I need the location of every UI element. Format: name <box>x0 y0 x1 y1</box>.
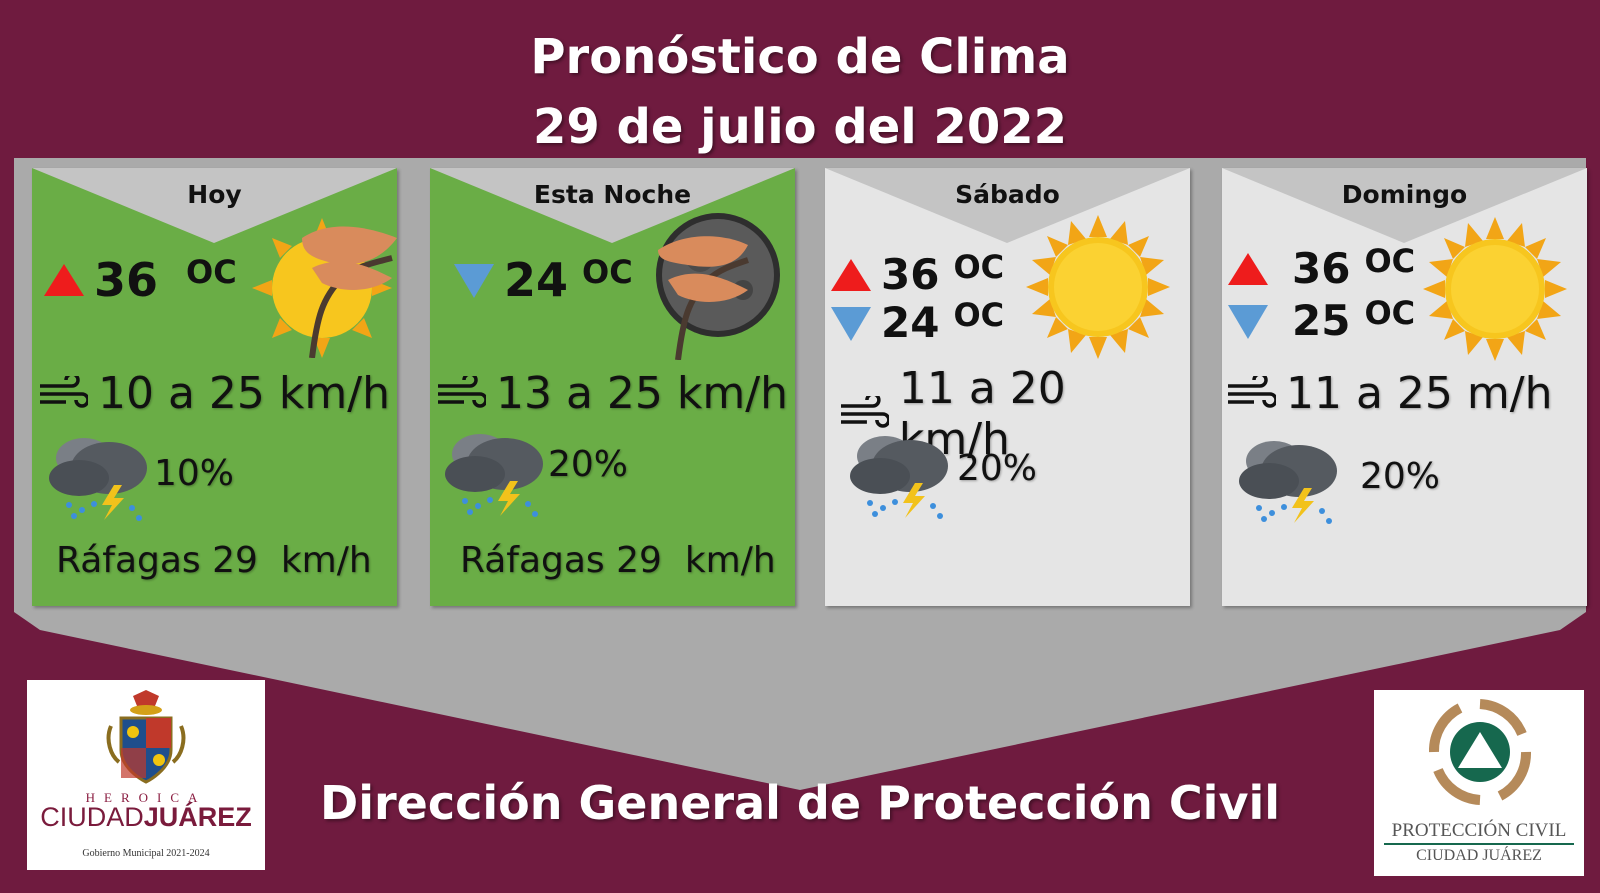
temp-value: 24 <box>881 298 940 347</box>
proteccion-civil-logo: PROTECCIÓN CIVIL CIUDAD JUÁREZ <box>1374 690 1584 876</box>
rain-probability: 20% <box>957 448 1038 489</box>
page-date: 29 de julio del 2022 <box>532 99 1068 155</box>
sun-icon <box>1423 217 1567 361</box>
logo-divider <box>1384 843 1574 845</box>
logo-heroica-text: HEROICA <box>85 790 207 805</box>
wind-icon <box>438 375 486 408</box>
card-day-label: Sábado <box>955 180 1060 209</box>
temp-low: 25 OC <box>1226 293 1416 345</box>
rain-probability: 10% <box>154 453 235 494</box>
storm-cloud-icon <box>445 434 543 517</box>
wind-gusts: Ráfagas 29 km/h <box>460 540 776 581</box>
wind-icon <box>1228 375 1276 408</box>
card-notch <box>825 168 1190 243</box>
sun-icon <box>1026 215 1170 359</box>
forecast-card-tonight: Esta Noche 24 OC 13 a 25 km/h 20% Ráfaga… <box>430 168 795 606</box>
temp-unit: OC <box>582 253 633 291</box>
card-day-label: Hoy <box>187 180 242 209</box>
temp-high: 36 OC <box>829 247 1005 299</box>
page-title: Pronóstico de Clima <box>530 29 1070 85</box>
wind-speed: 10 a 25 km/h <box>38 368 390 419</box>
temp-value: 36 <box>1292 244 1351 293</box>
forecast-card-sunday: Domingo 36 OC 25 OC 11 <box>1222 168 1587 606</box>
temp-high: 36 OC <box>42 253 237 307</box>
storm-cloud-icon <box>49 438 147 521</box>
temp-high: 36 OC <box>1226 241 1416 293</box>
storm-cloud-icon <box>850 436 948 519</box>
temp-unit: OC <box>1364 293 1416 332</box>
civil-protection-emblem-icon <box>1429 699 1531 805</box>
temp-unit: OC <box>953 295 1005 334</box>
forecast-card-saturday: Sábado 36 OC 24 OC 11 <box>825 168 1190 606</box>
temp-low: 24 OC <box>829 295 1005 347</box>
logo-ciudad-juarez-text: CIUDAD JUÁREZ <box>1416 847 1542 864</box>
arrow-down-icon <box>831 306 871 341</box>
storm-cloud-icon <box>1239 441 1337 524</box>
footer-title: Dirección General de Protección Civil <box>320 776 1280 830</box>
temp-unit: OC <box>953 247 1005 286</box>
logo-gobierno-text: Gobierno Municipal 2021-2024 <box>82 848 210 859</box>
sun-with-windy-tree-icon <box>252 218 397 358</box>
temp-unit: OC <box>1364 241 1416 280</box>
arrow-up-icon <box>831 258 871 291</box>
rain-probability: 20% <box>1360 456 1441 497</box>
wind-gusts: Ráfagas 29 km/h <box>56 540 372 581</box>
forecast-card-today: Hoy 36 OC 10 a 25 km/h 10% Ráfa <box>32 168 397 606</box>
temp-unit: OC <box>186 253 237 291</box>
arrow-down-icon <box>454 264 494 298</box>
arrow-up-icon <box>1228 252 1268 285</box>
card-day-label: Domingo <box>1341 180 1468 209</box>
temp-value: 25 <box>1292 296 1351 345</box>
temp-low: 24 OC <box>452 253 633 307</box>
rain-probability: 20% <box>548 444 629 485</box>
wind-speed: 13 a 25 km/h <box>436 368 788 419</box>
arrow-up-icon <box>44 264 84 296</box>
ciudad-juarez-logo: HEROICA CIUDADJUÁREZ Gobierno Municipal … <box>27 680 265 870</box>
logo-proteccion-civil-text: PROTECCIÓN CIVIL <box>1391 820 1567 841</box>
temp-value: 24 <box>504 253 569 307</box>
wind-icon <box>840 396 889 428</box>
moon-with-windy-tree-icon <box>656 213 780 360</box>
wind-icon <box>40 375 88 408</box>
card-notch <box>1222 168 1587 243</box>
coat-of-arms-icon <box>106 690 186 784</box>
temp-value: 36 <box>94 253 159 307</box>
card-notch <box>430 168 795 243</box>
wind-speed: 11 a 25 m/h <box>1226 368 1552 419</box>
arrow-down-icon <box>1228 304 1268 339</box>
card-day-label: Esta Noche <box>533 180 692 209</box>
logo-ciudad-juarez-text: CIUDADJUÁREZ <box>40 802 252 832</box>
temp-value: 36 <box>881 250 940 299</box>
card-notch <box>32 168 397 243</box>
